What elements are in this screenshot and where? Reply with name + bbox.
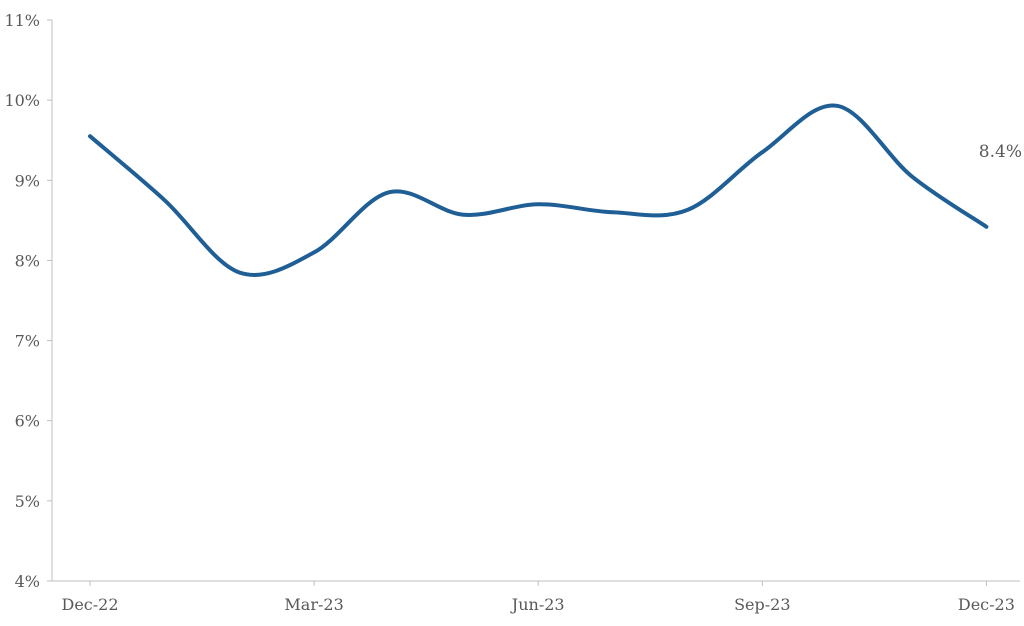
y-tick-label: 5% <box>15 492 40 511</box>
y-tick-label: 7% <box>15 332 40 351</box>
x-tick-label: Mar-23 <box>284 595 343 614</box>
y-tick-label: 11% <box>4 11 40 30</box>
y-tick-label: 4% <box>15 572 40 591</box>
series-layer <box>88 103 989 277</box>
x-tick-label: Dec-22 <box>61 595 118 614</box>
axes <box>51 20 1020 582</box>
annotations-layer: 8.4% <box>979 142 1022 162</box>
x-tick-label: Sep-23 <box>734 595 790 614</box>
y-tick-label: 10% <box>4 91 40 110</box>
x-axis-ticks: Dec-22 Mar-23 Jun-23 Sep-23 Dec-23 <box>61 581 1015 614</box>
x-tick-label: Dec-23 <box>958 595 1015 614</box>
series-line <box>88 103 989 277</box>
y-tick-label: 6% <box>15 412 40 431</box>
y-axis-ticks: 4% 5% 6% 7% 8% 9% 10% 11% <box>4 11 52 591</box>
x-tick-label: Jun-23 <box>510 595 565 614</box>
y-tick-label: 8% <box>15 251 40 270</box>
y-tick-label: 9% <box>15 171 40 190</box>
end-value-label: 8.4% <box>979 142 1022 162</box>
